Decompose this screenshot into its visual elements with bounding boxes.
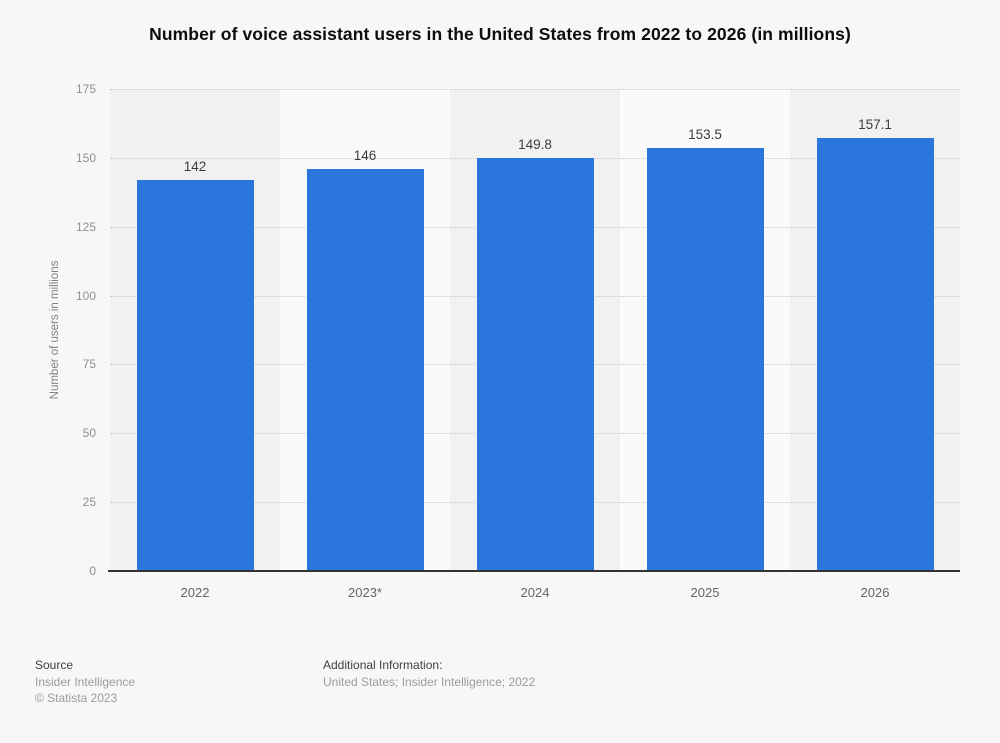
bar-2022[interactable] bbox=[136, 179, 254, 571]
source-label: Source bbox=[35, 658, 74, 672]
y-tick-label-25: 25 bbox=[82, 495, 96, 510]
bar-value-label-2023*: 146 bbox=[353, 147, 377, 163]
bar-value-label-2026: 157.1 bbox=[858, 117, 892, 133]
footer-source-block: Source Insider Intelligence © Statista 2… bbox=[35, 658, 135, 707]
x-axis-line bbox=[108, 570, 960, 572]
statista-copyright: © Statista 2023 bbox=[35, 690, 118, 705]
gridline-150 bbox=[110, 157, 960, 159]
bar-2023*[interactable] bbox=[306, 168, 424, 571]
y-tick-label-50: 50 bbox=[82, 426, 96, 441]
bar-2024[interactable] bbox=[476, 158, 594, 571]
gridline-175 bbox=[110, 89, 960, 90]
y-tick-label-125: 125 bbox=[75, 219, 96, 234]
bar-value-label-2022: 142 bbox=[183, 158, 207, 174]
footer-additional-block: Additional Information: United States; I… bbox=[323, 658, 535, 691]
y-tick-label-150: 150 bbox=[75, 150, 96, 165]
x-tick-label-2023*: 2023* bbox=[348, 585, 382, 600]
bar-value-label-2025: 153.5 bbox=[688, 127, 722, 143]
source-name: Insider Intelligence bbox=[35, 674, 136, 689]
y-tick-label-0: 0 bbox=[89, 564, 96, 578]
y-axis-title: Number of users in millions bbox=[49, 260, 61, 400]
chart-title: Number of voice assistant users in the U… bbox=[149, 24, 851, 44]
additional-information-label: Additional Information: bbox=[323, 658, 443, 672]
x-tick-label-2022: 2022 bbox=[180, 585, 210, 600]
y-tick-label-75: 75 bbox=[82, 357, 96, 372]
x-tick-label-2025: 2025 bbox=[690, 585, 720, 600]
x-tick-label-2026: 2026 bbox=[860, 585, 890, 600]
y-tick-label-175: 175 bbox=[75, 82, 96, 96]
bar-2025[interactable] bbox=[646, 148, 764, 571]
additional-information-text: United States; Insider Intelligence; 202… bbox=[323, 674, 536, 689]
bar-2026[interactable] bbox=[816, 138, 934, 571]
bar-value-label-2024: 149.8 bbox=[518, 137, 552, 153]
plot-area: 142 146 149.8 153.5 157.1 bbox=[108, 89, 960, 572]
x-tick-label-2024: 2024 bbox=[520, 585, 550, 600]
y-tick-label-100: 100 bbox=[75, 288, 96, 303]
